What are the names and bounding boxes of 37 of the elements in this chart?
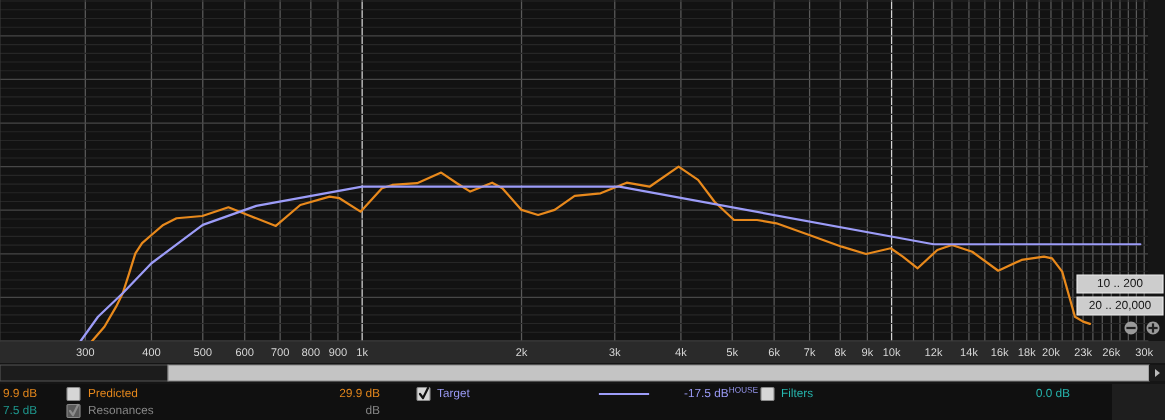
text: -17.5 dB$^{HOUSE}$ — [684, 386, 758, 398]
text: dB — [366, 405, 380, 415]
x-tick-label: 900 — [329, 348, 347, 357]
x-tick-label: 9k — [862, 347, 874, 357]
x-tick-label: 2k — [516, 347, 528, 356]
x-tick-label: 30k — [1135, 347, 1154, 357]
x-tick-label: 600 — [235, 348, 254, 357]
x-tick-label: 20k — [1042, 347, 1060, 357]
x-tick-label: 3k — [609, 347, 621, 357]
x-tick-label: 800 — [302, 348, 320, 357]
text: 0.0 dB — [1036, 388, 1070, 398]
x-tick-label: 1k — [357, 347, 369, 356]
text: 9.9 dB — [3, 388, 37, 398]
annotation: 10 .. 200 — [1097, 278, 1143, 288]
text: Resonances — [88, 405, 154, 415]
x-tick-label: 12k — [925, 347, 943, 356]
x-tick-label: 7k — [804, 347, 816, 356]
x-tick-label: 4k — [675, 347, 687, 356]
x-tick-label: 6k — [768, 347, 781, 357]
x-tick-label: 400 — [142, 348, 161, 357]
x-tick-label: 5k — [726, 347, 739, 357]
x-tick-label: 16k — [991, 347, 1009, 357]
text: 29.9 dB — [339, 388, 380, 398]
x-tick-label: 500 — [193, 348, 212, 357]
text: Target — [437, 388, 470, 400]
x-tick-label: 10k — [883, 347, 901, 357]
annotation: 20 .. 20,000 — [1089, 300, 1151, 311]
x-tick-label: 26k — [1102, 347, 1121, 357]
text: Filters — [781, 388, 813, 398]
x-tick-label: 14k — [960, 347, 978, 356]
text: Predicted — [88, 388, 138, 398]
x-tick-label: 300 — [76, 348, 95, 357]
x-tick-label: 18k — [1018, 347, 1036, 357]
x-tick-label: 8k — [834, 347, 847, 357]
x-tick-label: 23k — [1074, 347, 1093, 357]
text: 7.5 dB — [3, 405, 37, 415]
x-tick-label: 700 — [271, 348, 289, 357]
